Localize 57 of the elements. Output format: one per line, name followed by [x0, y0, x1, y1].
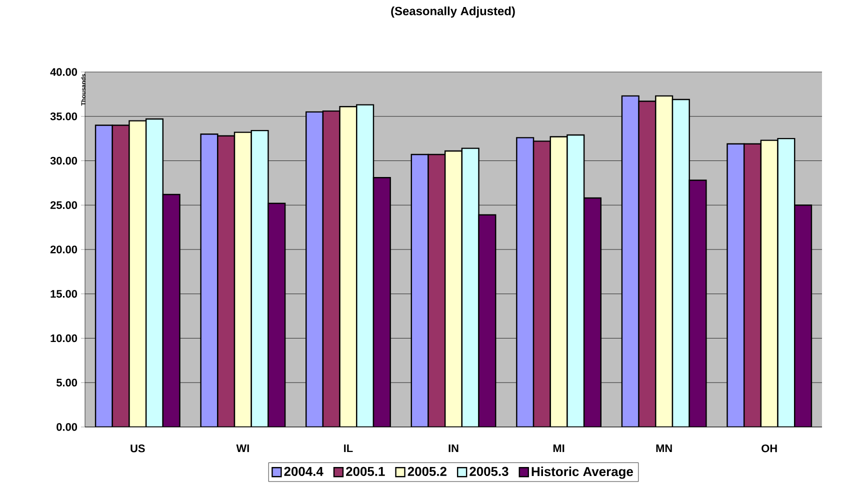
- bar: [777, 138, 796, 427]
- bar: [550, 136, 568, 427]
- y-tick-label: 15.00: [50, 290, 78, 298]
- y-tick-label: 30.00: [50, 156, 78, 165]
- bar: [306, 112, 323, 427]
- y-tick-label: 5.00: [56, 378, 78, 386]
- bar: [322, 111, 340, 427]
- bar: [162, 194, 180, 427]
- y-tick-label: 35.00: [50, 112, 78, 120]
- bar: [268, 203, 286, 427]
- chart-title: (Seasonally Adjusted): [391, 6, 515, 18]
- bar: [146, 119, 163, 427]
- y-tick-label: 10.00: [50, 334, 78, 342]
- bar: [356, 104, 374, 427]
- legend-label: 2005.3: [470, 466, 508, 476]
- x-tick-label: MI: [553, 444, 564, 452]
- bar: [340, 106, 357, 427]
- bar: [112, 125, 130, 427]
- bar: [516, 138, 534, 427]
- bar: [656, 96, 672, 427]
- legend-label: 2005.2: [408, 466, 446, 476]
- x-tick-label: US: [130, 444, 145, 452]
- x-tick-label: MN: [656, 444, 672, 452]
- x-tick-label: IL: [344, 444, 353, 452]
- bar: [428, 154, 446, 427]
- bar: [638, 101, 656, 427]
- bar: [251, 130, 268, 427]
- bar: [689, 180, 706, 427]
- legend-label: Historic Average: [532, 466, 633, 479]
- bar: [672, 100, 690, 427]
- bar: [567, 135, 584, 427]
- bar: [760, 140, 778, 427]
- bar: [129, 120, 146, 427]
- legend-label: 2004.4: [284, 466, 324, 476]
- bar: [200, 134, 218, 427]
- x-tick-label: IN: [448, 444, 458, 452]
- bar: [584, 198, 601, 427]
- bar: [373, 178, 390, 427]
- y-tick-label: 25.00: [50, 201, 78, 209]
- bar: [478, 214, 496, 427]
- bar: [462, 148, 479, 427]
- bar: [743, 143, 762, 427]
- bar: [622, 96, 639, 427]
- bar: [726, 143, 745, 427]
- bar: [96, 125, 112, 427]
- x-tick-label: WI: [236, 444, 249, 452]
- y-tick-label: 20.00: [50, 246, 78, 254]
- x-tick-label: OH: [762, 444, 777, 452]
- bar: [234, 132, 252, 427]
- legend-label: 2005.1: [346, 466, 385, 476]
- bar: [794, 204, 812, 427]
- y-tick-label: 0.00: [56, 423, 78, 431]
- bar: [534, 141, 550, 427]
- bar: [411, 154, 428, 427]
- bar: [218, 136, 235, 427]
- y-tick-label: 40.00: [50, 68, 78, 76]
- bar: [445, 150, 462, 427]
